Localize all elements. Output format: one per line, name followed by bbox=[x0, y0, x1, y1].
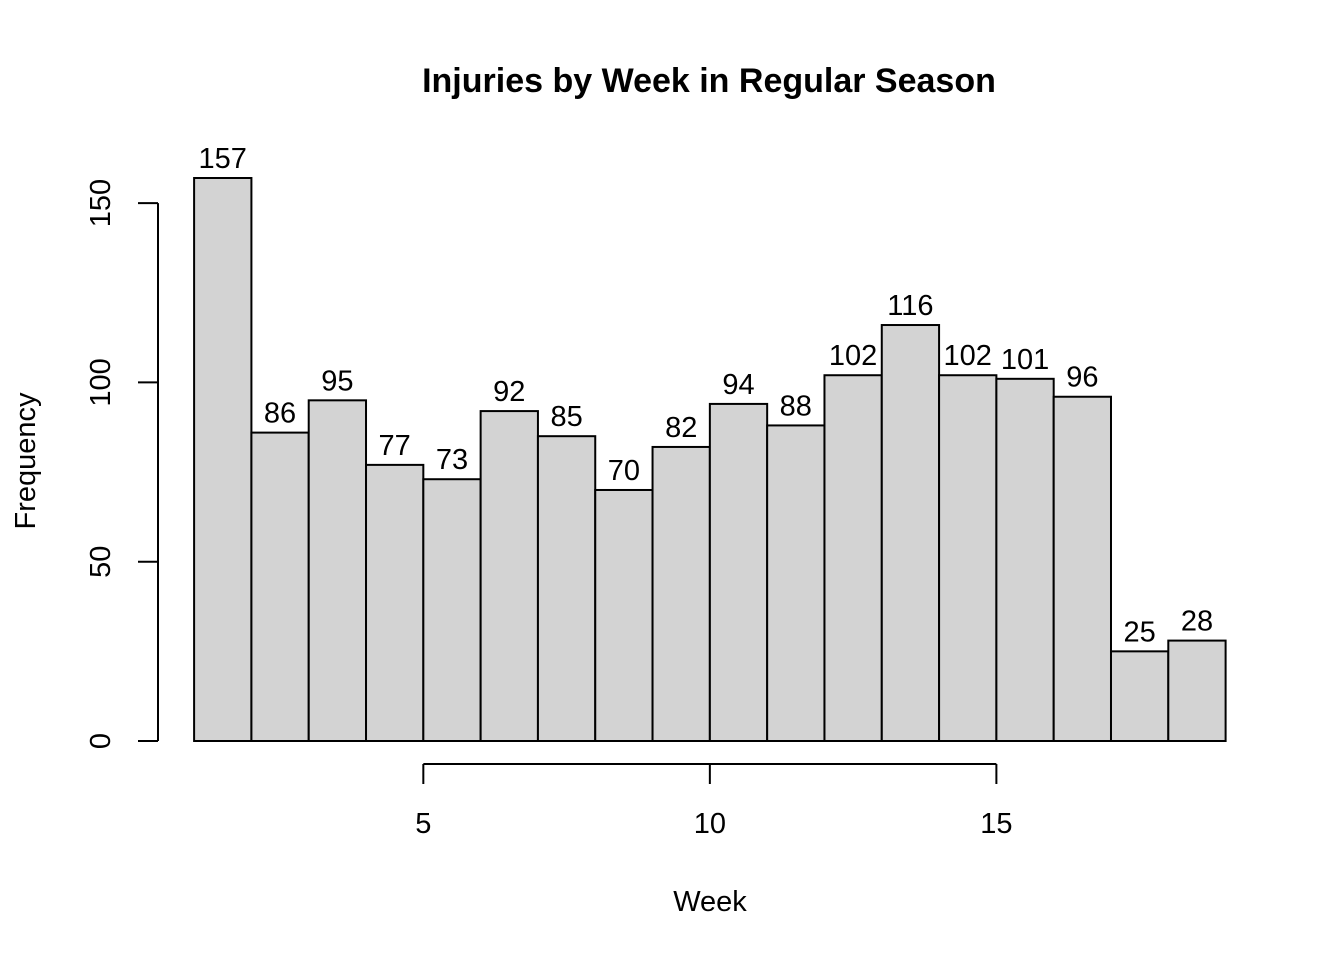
bar-week-18 bbox=[1167, 639, 1227, 742]
bar-week-15 bbox=[995, 377, 1055, 742]
bar-week-6 bbox=[479, 410, 539, 742]
bar-value-label: 95 bbox=[321, 365, 353, 397]
bar-week-10 bbox=[708, 402, 769, 742]
bar-value-label: 94 bbox=[722, 369, 754, 401]
x-tick-label: 5 bbox=[415, 808, 431, 840]
bar-value-label: 88 bbox=[780, 390, 812, 422]
x-tick-label: 15 bbox=[980, 808, 1012, 840]
bar-value-label: 92 bbox=[493, 376, 525, 408]
x-tick-label: 10 bbox=[694, 808, 726, 840]
y-tick-label: 0 bbox=[85, 733, 117, 749]
bar-week-16 bbox=[1052, 395, 1112, 742]
chart-title: Injuries by Week in Regular Season bbox=[422, 62, 996, 100]
bar-week-12 bbox=[823, 374, 883, 742]
bar-week-4 bbox=[365, 463, 425, 742]
x-axis-label: Week bbox=[673, 886, 747, 918]
bar-week-9 bbox=[651, 445, 711, 742]
bar-week-2 bbox=[250, 431, 310, 742]
y-tick-label: 100 bbox=[85, 358, 117, 406]
x-axis: 5 10 15 bbox=[415, 763, 1013, 840]
bar-value-label: 101 bbox=[1001, 344, 1049, 376]
bars-layer: 157 86 95 77 73 92 85 70 82 94 88 102 116 102 101 96 25 2… bbox=[193, 143, 1227, 743]
bar-value-label: 77 bbox=[379, 430, 411, 462]
bar-week-14 bbox=[938, 374, 998, 742]
bar-week-3 bbox=[307, 399, 368, 742]
y-axis: 0 50 100 150 bbox=[85, 179, 159, 749]
bar-value-label: 96 bbox=[1066, 362, 1098, 394]
bar-value-label: 116 bbox=[887, 290, 933, 322]
bar-value-label: 85 bbox=[550, 401, 582, 433]
bar-week-7 bbox=[536, 435, 597, 742]
y-axis-label: Frequency bbox=[10, 392, 42, 530]
bar-week-17 bbox=[1109, 650, 1170, 743]
bar-week-11 bbox=[766, 424, 826, 742]
bar-week-13 bbox=[880, 324, 941, 742]
bar-value-label: 25 bbox=[1124, 616, 1156, 648]
bar-value-label: 102 bbox=[829, 340, 877, 372]
bar-value-label: 157 bbox=[199, 143, 247, 175]
bar-week-8 bbox=[594, 488, 654, 742]
bar-value-label: 28 bbox=[1181, 606, 1213, 638]
bar-week-5 bbox=[422, 478, 482, 742]
y-tick-label: 150 bbox=[85, 179, 117, 227]
bar-value-label: 86 bbox=[264, 398, 296, 430]
y-tick-label: 50 bbox=[85, 546, 117, 578]
bar-value-label: 73 bbox=[436, 444, 468, 476]
bar-value-label: 82 bbox=[665, 412, 697, 444]
bar-value-label: 70 bbox=[608, 455, 640, 487]
bar-value-label: 102 bbox=[944, 340, 992, 372]
bar-week-1 bbox=[193, 177, 253, 742]
